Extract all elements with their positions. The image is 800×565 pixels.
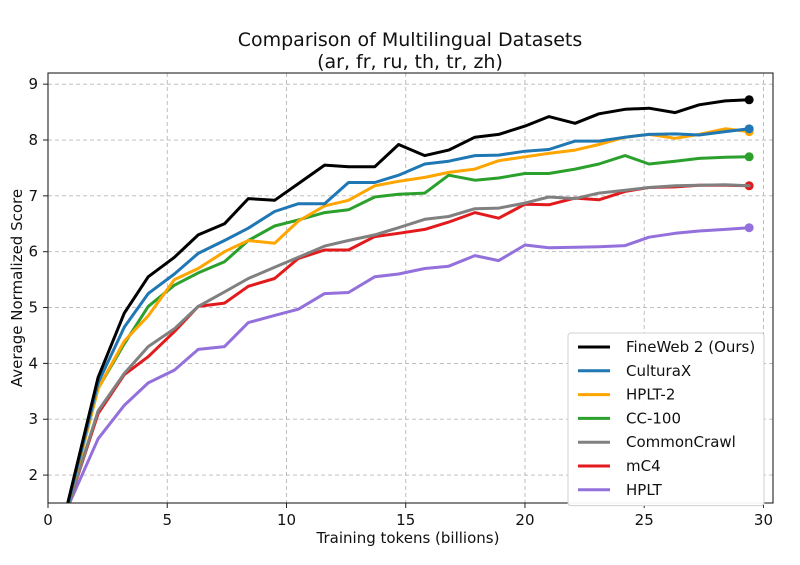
legend-box — [567, 332, 765, 507]
chart-subtitle: (ar, fr, ru, th, tr, zh) — [317, 51, 503, 73]
x-tick-label: 15 — [396, 511, 415, 529]
x-tick-label: 5 — [162, 511, 172, 529]
y-tick-label: 4 — [28, 354, 38, 372]
y-tick-label: 2 — [28, 466, 38, 484]
legend: FineWeb 2 (Ours) CulturaX HPLT-2 CC-100 Comm… — [567, 332, 765, 507]
series-line-cc-100 — [66, 154, 751, 503]
x-tick-label: 20 — [515, 511, 534, 529]
legend-label-hplt-2: HPLT-2 — [626, 386, 675, 404]
series-endpoint-cc-100 — [744, 152, 754, 162]
y-tick-label: 3 — [28, 410, 38, 428]
legend-label-cc-100: CC-100 — [626, 409, 681, 427]
plot-frame — [47, 72, 774, 504]
legend-label-commoncrawl: CommonCrawl — [626, 433, 736, 451]
series-endpoint-culturax — [744, 124, 754, 134]
series-line-hplt — [67, 226, 751, 503]
series-endpoint-hplt — [744, 223, 754, 233]
x-axis-label: Training tokens (billions) — [316, 529, 500, 547]
y-axis-label: Average Normalized Score — [8, 189, 26, 387]
legend-label-culturax: CulturaX — [626, 362, 691, 380]
legend-label-mc4: mC4 — [626, 457, 661, 475]
series-line-culturax — [66, 127, 751, 503]
series-line-fineweb-2-ours — [66, 98, 751, 503]
y-tick-label: 6 — [28, 243, 38, 261]
axis-ticks: 0 5 10 15 20 25 30 2 3 4 5 6 7 8 9 — [28, 75, 773, 529]
x-tick-label: 0 — [43, 511, 53, 529]
x-tick-label: 30 — [754, 511, 773, 529]
y-tick-label: 9 — [28, 75, 38, 93]
y-tick-label: 5 — [28, 299, 38, 317]
y-tick-label: 8 — [28, 131, 38, 149]
series-line-commoncrawl — [67, 183, 751, 503]
chart-title: Comparison of Multilingual Datasets — [238, 29, 583, 51]
series-endpoint-fineweb-2-ours — [744, 95, 754, 105]
x-tick-label: 25 — [635, 511, 654, 529]
series-group — [66, 95, 754, 503]
x-tick-label: 10 — [277, 511, 296, 529]
y-tick-label: 7 — [28, 187, 38, 205]
legend-label-hplt: HPLT — [626, 481, 663, 499]
legend-label-fineweb-2-ours: FineWeb 2 (Ours) — [626, 338, 755, 356]
